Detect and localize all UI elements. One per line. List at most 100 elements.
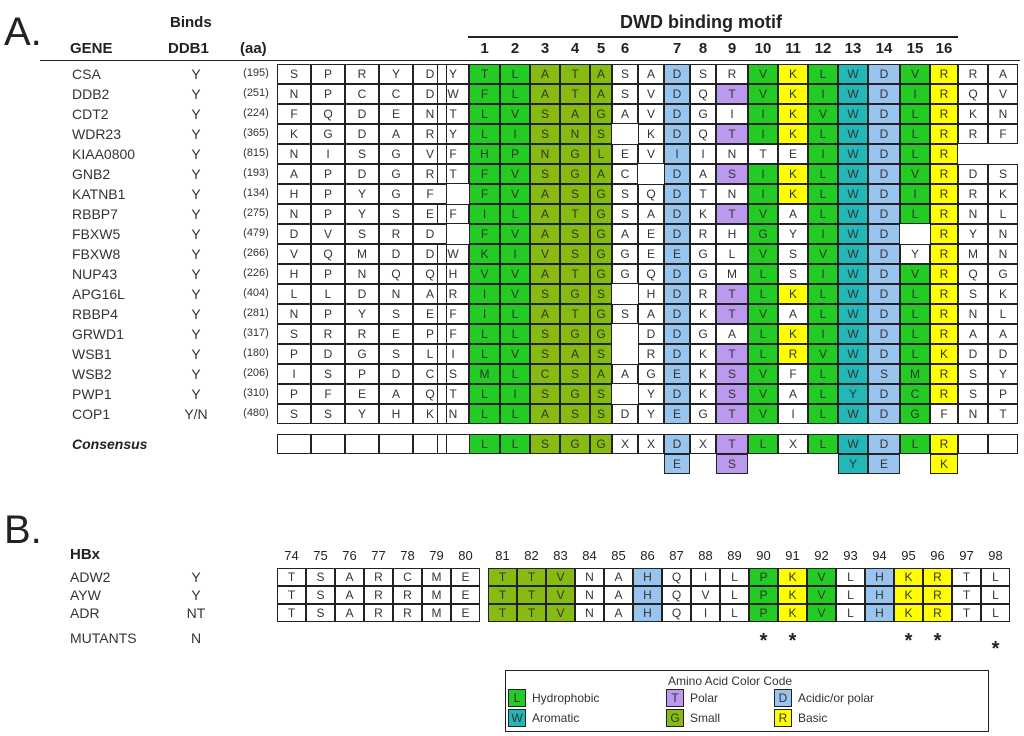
- motif-residue-cell: L: [808, 204, 838, 224]
- residue-cell: I: [277, 364, 311, 384]
- residue-cell: Q: [413, 384, 447, 404]
- residue-cell: N: [958, 304, 988, 324]
- motif-residue-cell: S: [716, 364, 748, 384]
- hbx-position-97: 97: [959, 548, 974, 563]
- gene-name: GRWD1: [72, 326, 124, 342]
- motif-residue-cell: G: [690, 324, 716, 344]
- residue-cell: N: [988, 224, 1018, 244]
- residue-cell: F: [437, 144, 469, 164]
- motif-position-9: 9: [727, 40, 737, 57]
- motif-residue-cell: S: [530, 344, 560, 364]
- aa-length: (251): [243, 87, 269, 99]
- motif-residue-cell: R: [930, 384, 958, 404]
- motif-residue-cell: T: [560, 204, 590, 224]
- residue-cell: P: [311, 184, 345, 204]
- aa-length: (404): [243, 287, 269, 299]
- motif-residue-cell: S: [530, 324, 560, 344]
- motif-residue-cell: A: [690, 164, 716, 184]
- motif-residue-cell: F: [778, 364, 808, 384]
- motif-residue-cell: R: [930, 284, 958, 304]
- motif-residue-cell: S: [560, 224, 590, 244]
- motif-residue-cell: D: [664, 164, 690, 184]
- legend-label: Aromatic: [532, 711, 580, 725]
- residue-cell: [988, 144, 1018, 164]
- hbx-residue-cell: R: [393, 586, 422, 604]
- residue-cell: G: [345, 344, 379, 364]
- hbx-position-77: 77: [371, 548, 386, 563]
- hbx-residue-cell: T: [517, 568, 546, 586]
- residue-cell: S: [277, 64, 311, 84]
- residue-cell: E: [413, 204, 447, 224]
- hbx-position-83: 83: [553, 548, 568, 563]
- consensus-alt-cell: E: [868, 454, 900, 474]
- motif-residue-cell: Q: [638, 184, 664, 204]
- motif-residue-cell: K: [690, 304, 716, 324]
- hbx-position-78: 78: [400, 548, 415, 563]
- motif-residue-cell: K: [778, 124, 808, 144]
- residue-cell: H: [277, 264, 311, 284]
- motif-residue-cell: D: [664, 104, 690, 124]
- motif-residue-cell: R: [716, 64, 748, 84]
- hbx-residue-cell: T: [952, 568, 981, 586]
- motif-residue-cell: L: [500, 84, 530, 104]
- hbx-residue-cell: S: [306, 604, 335, 622]
- motif-residue-cell: A: [778, 384, 808, 404]
- motif-residue-cell: K: [690, 364, 716, 384]
- motif-residue-cell: I: [748, 184, 778, 204]
- binds-ddb1: Y: [191, 186, 201, 202]
- consensus-cell: D: [868, 434, 900, 454]
- motif-residue-cell: E: [612, 144, 638, 164]
- motif-residue-cell: V: [500, 164, 530, 184]
- hbx-position-75: 75: [313, 548, 328, 563]
- consensus-cell: G: [560, 434, 590, 454]
- motif-title-rule: [468, 36, 958, 38]
- motif-residue-cell: M: [900, 364, 930, 384]
- aa-length: (480): [243, 407, 269, 419]
- motif-residue-cell: T: [469, 64, 500, 84]
- motif-residue-cell: A: [590, 84, 612, 104]
- residue-cell: K: [277, 124, 311, 144]
- residue-cell: R: [437, 284, 469, 304]
- motif-residue-cell: L: [500, 364, 530, 384]
- hbx-residue-cell: H: [865, 604, 894, 622]
- motif-residue-cell: D: [868, 284, 900, 304]
- motif-residue-cell: V: [469, 264, 500, 284]
- gene-name: CDT2: [72, 106, 109, 122]
- motif-residue-cell: N: [716, 144, 748, 164]
- aa-length: (317): [243, 327, 269, 339]
- hbx-binds: Y: [191, 569, 201, 585]
- motif-position-13: 13: [844, 40, 862, 57]
- motif-residue-cell: S: [530, 104, 560, 124]
- motif-residue-cell: Y: [900, 244, 930, 264]
- hbx-residue-cell: K: [894, 568, 923, 586]
- motif-residue-cell: Y: [838, 384, 868, 404]
- residue-cell: S: [277, 404, 311, 424]
- motif-residue-cell: R: [638, 344, 664, 364]
- hbx-residue-cell: T: [277, 586, 306, 604]
- hbx-residue-cell: R: [923, 604, 952, 622]
- residue-cell: A: [379, 124, 413, 144]
- residue-cell: Y: [958, 224, 988, 244]
- residue-cell: S: [311, 364, 345, 384]
- motif-residue-cell: Q: [690, 84, 716, 104]
- motif-residue-cell: L: [469, 404, 500, 424]
- motif-position-12: 12: [814, 40, 832, 57]
- motif-residue-cell: D: [612, 404, 638, 424]
- hbx-residue-cell: K: [894, 604, 923, 622]
- motif-residue-cell: W: [838, 84, 868, 104]
- motif-residue-cell: V: [900, 164, 930, 184]
- motif-residue-cell: D: [868, 264, 900, 284]
- motif-residue-cell: V: [748, 64, 778, 84]
- motif-residue-cell: E: [664, 244, 690, 264]
- hbx-residue-cell: S: [306, 586, 335, 604]
- motif-residue-cell: K: [778, 64, 808, 84]
- residue-cell: M: [345, 244, 379, 264]
- binds-ddb1: Y: [191, 206, 201, 222]
- motif-residue-cell: I: [716, 104, 748, 124]
- motif-residue-cell: T: [716, 204, 748, 224]
- motif-residue-cell: E: [638, 244, 664, 264]
- residue-cell: W: [437, 244, 469, 264]
- mutants-label: MUTANTS: [70, 630, 137, 646]
- hbx-residue-cell: E: [451, 604, 480, 622]
- motif-position-15: 15: [906, 40, 924, 57]
